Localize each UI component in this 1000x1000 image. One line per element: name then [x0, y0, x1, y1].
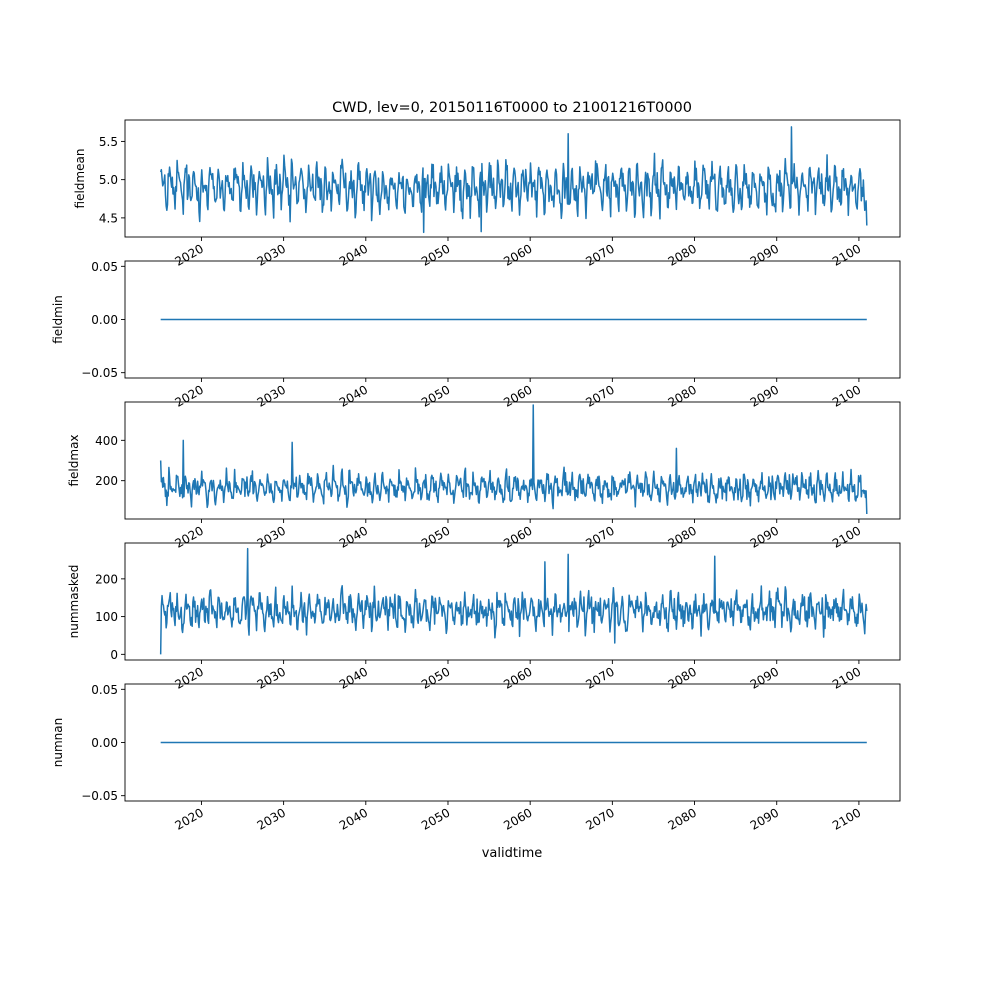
y-axis-label: fieldmean	[73, 149, 87, 209]
y-tick-label: 0.05	[91, 683, 118, 697]
y-axis-label: nummasked	[67, 565, 81, 639]
y-tick-label: 5.0	[99, 173, 118, 187]
y-tick-label: 400	[95, 434, 118, 448]
y-tick-label: −0.05	[81, 366, 118, 380]
y-tick-label: 4.5	[99, 211, 118, 225]
axes-frame	[124, 542, 901, 661]
y-tick-label: 0.00	[91, 736, 118, 750]
y-tick-label: −0.05	[81, 789, 118, 803]
y-tick-label: 0	[110, 648, 118, 662]
y-tick-label: 0.05	[91, 260, 118, 274]
y-axis-label: fieldmin	[51, 295, 65, 344]
y-axis-label: numnan	[51, 718, 65, 767]
axes-frame	[124, 119, 901, 238]
y-tick-label: 200	[95, 572, 118, 586]
axes-frame	[124, 401, 901, 520]
y-tick-label: 5.5	[99, 135, 118, 149]
x-axis-label: validtime	[482, 846, 543, 861]
y-tick-label: 200	[95, 474, 118, 488]
series-line-nummasked	[159, 547, 868, 655]
series-line-fieldmean	[159, 126, 868, 234]
chart-title: CWD, lev=0, 20150116T0000 to 21001216T00…	[332, 100, 692, 116]
y-tick-label: 0.00	[91, 313, 118, 327]
series-line-fieldmax	[159, 404, 868, 514]
y-tick-label: 100	[95, 610, 118, 624]
y-axis-label: fieldmax	[67, 434, 81, 486]
